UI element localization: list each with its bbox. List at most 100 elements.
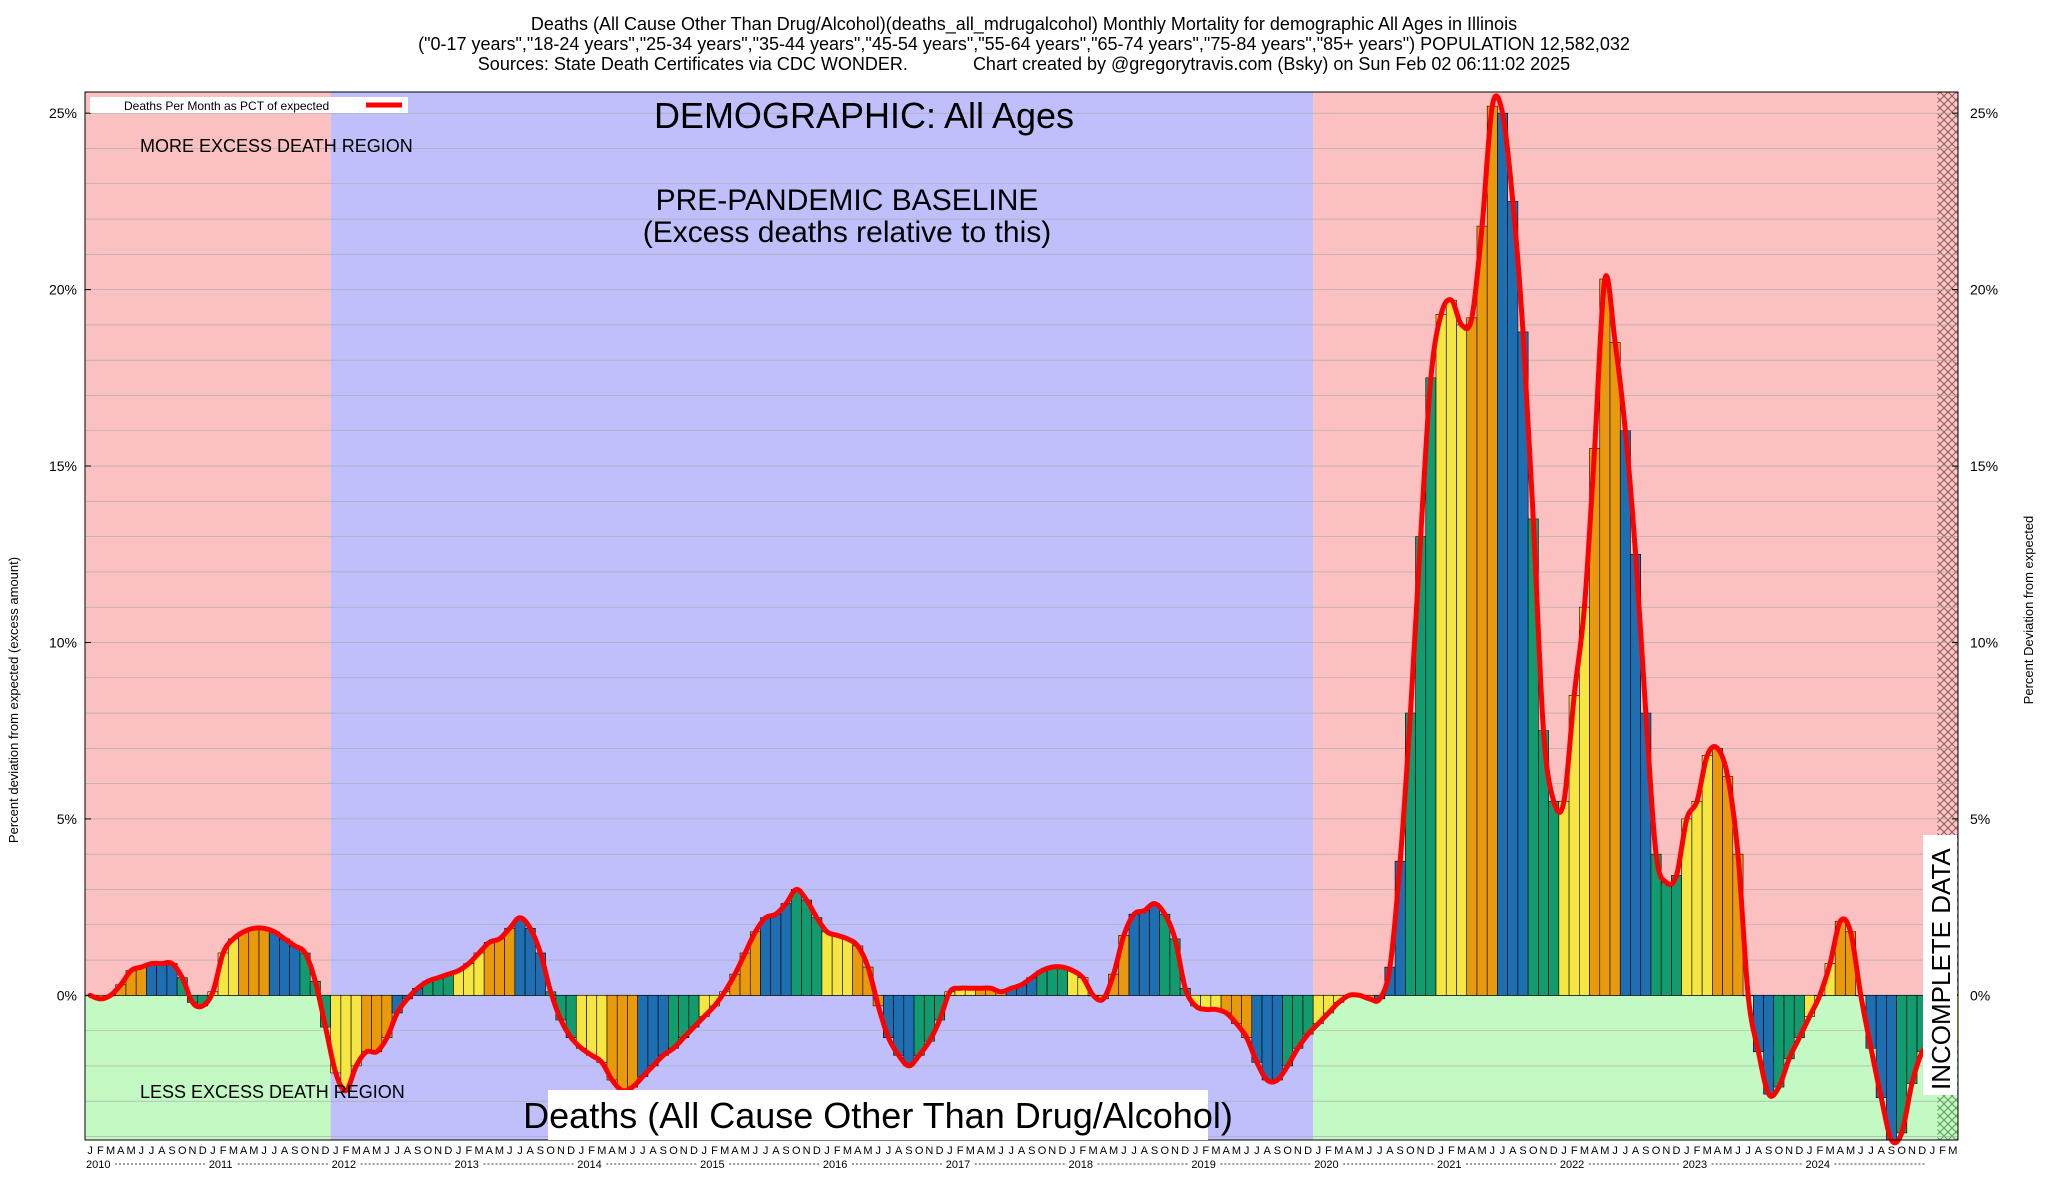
y-tick-label-left: 10%: [49, 634, 77, 650]
bar: [1619, 430, 1631, 996]
y-tick-label-left: 15%: [49, 458, 77, 474]
x-month-label: J: [1807, 1145, 1813, 1157]
x-month-label: M: [986, 1145, 995, 1157]
x-month-label: F: [1202, 1145, 1209, 1157]
x-year-label: 2016: [823, 1159, 847, 1171]
x-month-label: J: [1930, 1145, 1936, 1157]
legend: Deaths Per Month as PCT of expected: [90, 97, 408, 113]
x-month-label: F: [1571, 1145, 1578, 1157]
x-month-label: O: [792, 1145, 801, 1157]
x-month-label: M: [1477, 1145, 1486, 1157]
x-month-label: J: [1745, 1145, 1751, 1157]
x-month-label: O: [301, 1145, 310, 1157]
axes: 0% 0%5% 5%10% 10%15% 15%20% 20%25% 25%J F M A M J J A…: [49, 91, 1998, 1171]
x-month-label: A: [1345, 1145, 1353, 1157]
x-month-label: F: [97, 1145, 104, 1157]
x-month-label: N: [434, 1145, 442, 1157]
bar: [1691, 800, 1703, 996]
x-month-label: J: [507, 1145, 513, 1157]
x-month-label: A: [1141, 1145, 1149, 1157]
x-month-label: N: [557, 1145, 565, 1157]
x-month-label: A: [1386, 1145, 1394, 1157]
x-month-label: J: [701, 1145, 707, 1157]
x-year-label: 2020: [1314, 1159, 1338, 1171]
x-month-label: J: [1377, 1145, 1383, 1157]
x-month-label: J: [1438, 1145, 1444, 1157]
x-month-label: O: [1529, 1145, 1538, 1157]
bar: [1486, 105, 1498, 996]
legend-box: [90, 97, 408, 113]
x-month-label: M: [720, 1145, 729, 1157]
x-month-label: A: [1878, 1145, 1886, 1157]
x-month-label: A: [1509, 1145, 1517, 1157]
bottom-title: Deaths (All Cause Other Than Drug/Alcoho…: [523, 1095, 1233, 1136]
x-month-label: M: [249, 1145, 258, 1157]
x-month-label: D: [690, 1145, 698, 1157]
x-month-label: J: [384, 1145, 390, 1157]
x-year-label: 2017: [946, 1159, 970, 1171]
x-year-label: 2015: [700, 1159, 724, 1171]
x-month-label: M: [1334, 1145, 1343, 1157]
x-month-label: J: [579, 1145, 585, 1157]
bar: [1445, 299, 1457, 996]
x-month-label: F: [1694, 1145, 1701, 1157]
bar: [1149, 903, 1160, 996]
x-month-label: D: [936, 1145, 944, 1157]
x-month-label: S: [1888, 1145, 1895, 1157]
bar: [575, 995, 587, 1049]
bar: [770, 913, 782, 996]
x-month-label: J: [753, 1145, 759, 1157]
chart-title-line-3: Sources: State Death Certificates via CD…: [478, 54, 1570, 74]
y-tick-label-left: 25%: [49, 105, 77, 121]
bar: [1046, 966, 1058, 996]
x-month-label: A: [1100, 1145, 1108, 1157]
x-month-label: D: [567, 1145, 575, 1157]
x-month-label: O: [1406, 1145, 1415, 1157]
x-month-label: N: [803, 1145, 811, 1157]
x-month-label: M: [1457, 1145, 1466, 1157]
x-month-label: J: [998, 1145, 1004, 1157]
x-month-label: N: [188, 1145, 196, 1157]
x-month-label: M: [741, 1145, 750, 1157]
y-tick-label-right: 10%: [1970, 634, 1998, 650]
x-month-label: M: [229, 1145, 238, 1157]
x-month-label: A: [977, 1145, 985, 1157]
x-month-label: J: [456, 1145, 462, 1157]
x-month-label: N: [680, 1145, 688, 1157]
x-year-label: 2019: [1191, 1159, 1215, 1171]
bar: [135, 966, 147, 996]
bar: [1712, 748, 1723, 996]
x-month-label: N: [1785, 1145, 1793, 1157]
x-month-label: N: [1662, 1145, 1670, 1157]
x-month-label: A: [1263, 1145, 1271, 1157]
bar: [289, 945, 301, 996]
x-month-label: D: [1673, 1145, 1681, 1157]
x-month-label: J: [1500, 1145, 1506, 1157]
more-excess-label: MORE EXCESS DEATH REGION: [140, 136, 413, 156]
x-month-label: F: [1448, 1145, 1455, 1157]
bar: [238, 931, 250, 996]
bar: [1057, 966, 1068, 996]
x-month-label: J: [640, 1145, 646, 1157]
bar: [903, 995, 915, 1067]
x-month-label: A: [240, 1145, 248, 1157]
bar: [1599, 278, 1611, 996]
x-month-label: S: [168, 1145, 175, 1157]
x-year-label: 2010: [86, 1159, 110, 1171]
x-month-label: D: [444, 1145, 452, 1157]
x-month-label: F: [220, 1145, 227, 1157]
bar: [627, 995, 638, 1088]
x-month-label: S: [537, 1145, 544, 1157]
x-month-label: S: [1397, 1145, 1404, 1157]
x-month-label: M: [474, 1145, 483, 1157]
x-month-label: M: [372, 1145, 381, 1157]
bar: [780, 903, 792, 996]
bar: [248, 927, 260, 996]
x-month-label: M: [1109, 1145, 1118, 1157]
x-month-label: S: [1151, 1145, 1158, 1157]
x-month-label: A: [404, 1145, 412, 1157]
y-tick-label-right: 15%: [1970, 458, 1998, 474]
bar: [1579, 606, 1590, 996]
x-month-label: D: [813, 1145, 821, 1157]
